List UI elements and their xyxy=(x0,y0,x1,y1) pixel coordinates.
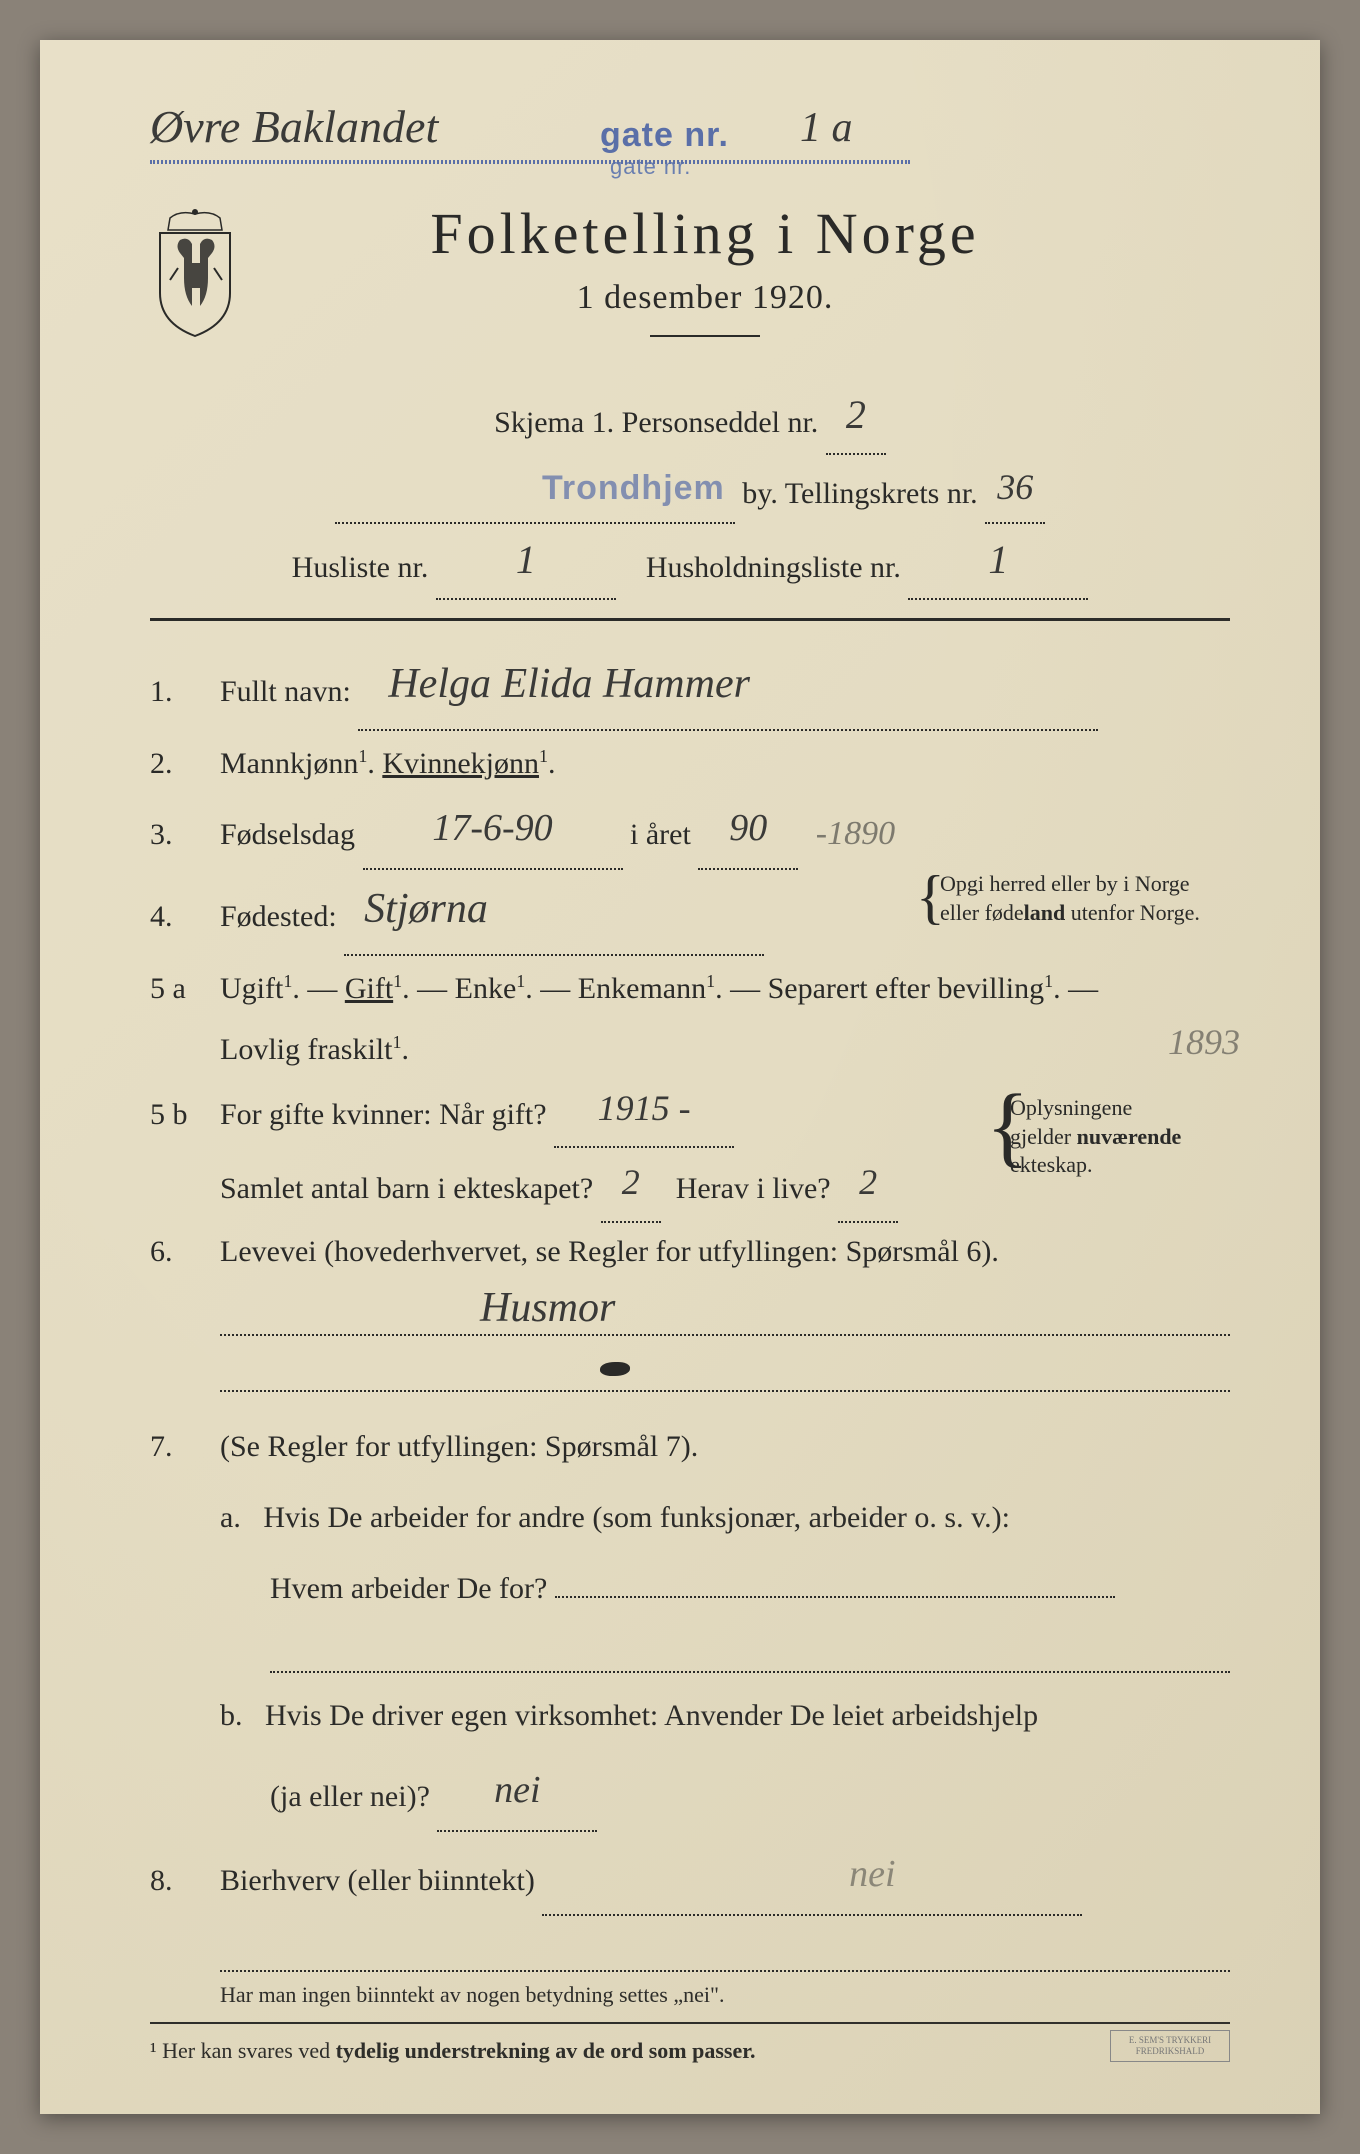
q8-value: nei xyxy=(729,1853,895,1895)
q3-year-label: i året xyxy=(630,818,691,851)
q1-num: 1. xyxy=(150,663,220,720)
q5b-label-b: Samlet antal barn i ekteskapet? xyxy=(220,1172,593,1205)
q4-note-a: Opgi herred eller by i Norge xyxy=(940,871,1189,896)
q7-label: (Se Regler for utfyllingen: Spørsmål 7). xyxy=(220,1430,698,1463)
question-4: 4. Fødested: Stjørna { Opgi herred eller… xyxy=(150,874,1230,956)
page-date: 1 desember 1920. xyxy=(270,279,1140,317)
printer-stamp: E. SEM'S TRYKKERI FREDRIKSHALD xyxy=(1110,2030,1230,2062)
q4-label: Fødested: xyxy=(220,900,337,933)
title-block: Folketelling i Norge 1 desember 1920. xyxy=(270,200,1230,365)
q1-label: Fullt navn: xyxy=(220,675,351,708)
husholdning-label: Husholdningsliste nr. xyxy=(646,551,901,584)
q5b-value-c: 2 xyxy=(859,1162,877,1202)
q5a-opts: Ugift1. — Gift1. — Enke1. — Enkemann1. —… xyxy=(220,972,1098,1005)
q8-answer-line xyxy=(220,1922,1230,1972)
tellingskrets-nr: 36 xyxy=(997,467,1033,507)
footer-divider xyxy=(150,2022,1230,2024)
husholdning-nr: 1 xyxy=(988,537,1008,582)
husliste-nr: 1 xyxy=(516,537,536,582)
q3-year: 90 xyxy=(729,807,767,849)
q4-num: 4. xyxy=(150,888,220,945)
question-1: 1. Fullt navn: Helga Elida Hammer xyxy=(150,649,1230,731)
q6-label: Levevei (hovederhvervet, se Regler for u… xyxy=(220,1235,999,1268)
census-form-page: Øvre Baklandet gate nr. gate nr. 1 a Fol… xyxy=(40,40,1320,2114)
q1-value: Helga Elida Hammer xyxy=(388,661,750,707)
q6-value: Husmor xyxy=(480,1284,615,1332)
page-title: Folketelling i Norge xyxy=(270,200,1140,267)
q7b-num: b. xyxy=(220,1699,243,1732)
question-7: 7. (Se Regler for utfyllingen: Spørsmål … xyxy=(150,1418,1230,1475)
q3-num: 3. xyxy=(150,806,220,863)
q4-note-b: eller fødeland utenfor Norge. xyxy=(940,900,1200,925)
meta-line-1: Skjema 1. Personseddel nr. 2 xyxy=(150,385,1230,455)
question-2: 2. Mannkjønn1. Kvinnekjønn1. xyxy=(150,735,1230,792)
q3-label: Fødselsdag xyxy=(220,818,355,851)
q6-answer-line: Husmor xyxy=(220,1286,1230,1336)
footer-note-2: ¹ Her kan svares ved tydelig understrekn… xyxy=(150,2038,1230,2064)
by-label: by. Tellingskrets nr. xyxy=(742,477,977,510)
q2-mann: Mannkjønn xyxy=(220,747,358,780)
question-5b: 5 b For gifte kvinner: Når gift? 1915 - … xyxy=(150,1078,1230,1148)
question-8: 8. Bierhverv (eller biinntekt) nei xyxy=(150,1842,1230,1916)
question-3: 3. Fødselsdag 17-6-90 i året 90 -1890 xyxy=(150,796,1230,870)
q5b-label-c: Herav i live? xyxy=(676,1172,831,1205)
q5b-value-b: 2 xyxy=(622,1162,640,1202)
street-header: Øvre Baklandet gate nr. gate nr. 1 a xyxy=(150,110,1230,170)
q5a-line2: Lovlig fraskilt1. xyxy=(150,1021,1230,1078)
q3-margin-year: -1890 xyxy=(816,815,895,852)
divider xyxy=(150,618,1230,621)
personseddel-nr: 2 xyxy=(846,392,866,437)
q7b-line2: (ja eller nei)? nei xyxy=(150,1758,1230,1832)
husliste-label: Husliste nr. xyxy=(292,551,429,584)
ink-blob xyxy=(600,1362,630,1376)
q5a-margin: 1893 xyxy=(1168,1008,1240,1076)
q7b-text2: (ja eller nei)? xyxy=(270,1780,430,1813)
q3-day: 17-6-90 xyxy=(432,807,552,849)
q8-num: 8. xyxy=(150,1852,220,1909)
q4-value: Stjørna xyxy=(364,886,488,932)
street-number: 1 a xyxy=(800,104,853,152)
q6-answer-line-2 xyxy=(220,1342,1230,1392)
q7-num: 7. xyxy=(150,1418,220,1475)
footer-note-1: Har man ingen biinntekt av nogen betydni… xyxy=(220,1982,1230,2008)
q7a-text1: Hvis De arbeider for andre (som funksjon… xyxy=(263,1501,1010,1534)
header: Folketelling i Norge 1 desember 1920. xyxy=(150,200,1230,365)
q7a-num: a. xyxy=(220,1501,241,1534)
q2-kvinne: Kvinnekjønn xyxy=(382,747,539,780)
skjema-label: Skjema 1. Personseddel nr. xyxy=(494,406,818,439)
q7b-value: nei xyxy=(494,1769,540,1811)
q5b-label-a: For gifte kvinner: Når gift? xyxy=(220,1098,547,1131)
meta-line-2: Trondhjem by. Tellingskrets nr. 36 xyxy=(150,461,1230,524)
meta-line-3: Husliste nr. 1 Husholdningsliste nr. 1 xyxy=(150,530,1230,600)
q2-num: 2. xyxy=(150,735,220,792)
q7b-text: Hvis De driver egen virksomhet: Anvender… xyxy=(265,1699,1038,1732)
question-6: 6. Levevei (hovederhvervet, se Regler fo… xyxy=(150,1223,1230,1280)
q7a-text2: Hvem arbeider De for? xyxy=(270,1572,547,1605)
q8-label: Bierhverv (eller biinntekt) xyxy=(220,1864,535,1897)
q5b-value-a: 1915 - xyxy=(598,1088,691,1128)
q7a-answer-line xyxy=(270,1623,1230,1673)
street-underline xyxy=(150,160,910,164)
q5a-opts2: Lovlig fraskilt1. xyxy=(220,1033,409,1066)
title-rule xyxy=(650,335,760,337)
by-stamp: Trondhjem xyxy=(542,469,725,507)
q7a: a. Hvis De arbeider for andre (som funks… xyxy=(150,1489,1230,1546)
q7a-line2: Hvem arbeider De for? xyxy=(150,1560,1230,1617)
street-stamp-shadow: gate nr. xyxy=(610,154,691,180)
question-5a: 5 a Ugift1. — Gift1. — Enke1. — Enkemann… xyxy=(150,960,1230,1017)
q7b: b. Hvis De driver egen virksomhet: Anven… xyxy=(150,1687,1230,1744)
q5b-note-b: gjelder nuværende xyxy=(1010,1124,1181,1149)
q6-num: 6. xyxy=(150,1223,220,1280)
coat-of-arms-icon xyxy=(150,208,240,338)
q5a-num: 5 a xyxy=(150,960,220,1017)
street-handwritten: Øvre Baklandet xyxy=(150,100,438,153)
street-stamp: gate nr. xyxy=(600,116,729,155)
q5b-num: 5 b xyxy=(150,1086,220,1143)
